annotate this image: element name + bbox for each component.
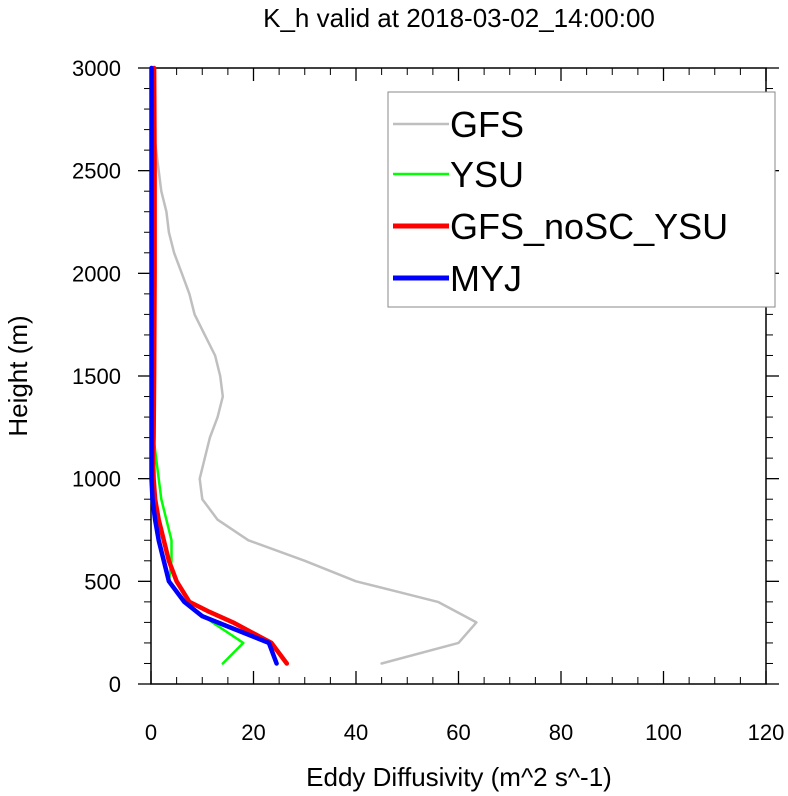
x-tick-label: 100 [645,720,682,745]
series-line-gfs [150,66,478,665]
x-axis-label: Eddy Diffusivity (m^2 s^-1) [306,762,612,792]
legend-label-gfs: GFS [450,104,524,145]
legend-box [387,91,776,308]
y-tick-label: 2000 [72,261,121,286]
x-tick-label: 120 [748,720,785,745]
series-line-myj [149,65,279,666]
y-tick-label: 3000 [72,56,121,81]
series-line-gfs-nosc-ysu [150,65,290,666]
legend: GFS YSU GFS_noSC_YSU MYJ [387,91,776,308]
x-axis-ticks: 0 20 40 60 80 100 120 [145,68,784,745]
x-tick-label: 80 [549,720,573,745]
x-tick-label: 0 [145,720,157,745]
series-lines [149,65,478,666]
x-tick-label: 40 [344,720,368,745]
y-axis-label: Height (m) [3,315,33,436]
y-tick-label: 0 [109,672,121,697]
x-tick-label: 20 [241,720,265,745]
chart-title: K_h valid at 2018-03-02_14:00:00 [263,3,655,33]
y-tick-label: 500 [84,569,121,594]
legend-label-ysu: YSU [450,154,524,195]
legend-label-myj: MYJ [450,258,522,299]
y-tick-label: 1000 [72,467,121,492]
y-tick-label: 1500 [72,364,121,389]
y-tick-label: 2500 [72,159,121,184]
legend-label-gfs-nosc-ysu: GFS_noSC_YSU [450,206,728,247]
x-tick-label: 60 [446,720,470,745]
